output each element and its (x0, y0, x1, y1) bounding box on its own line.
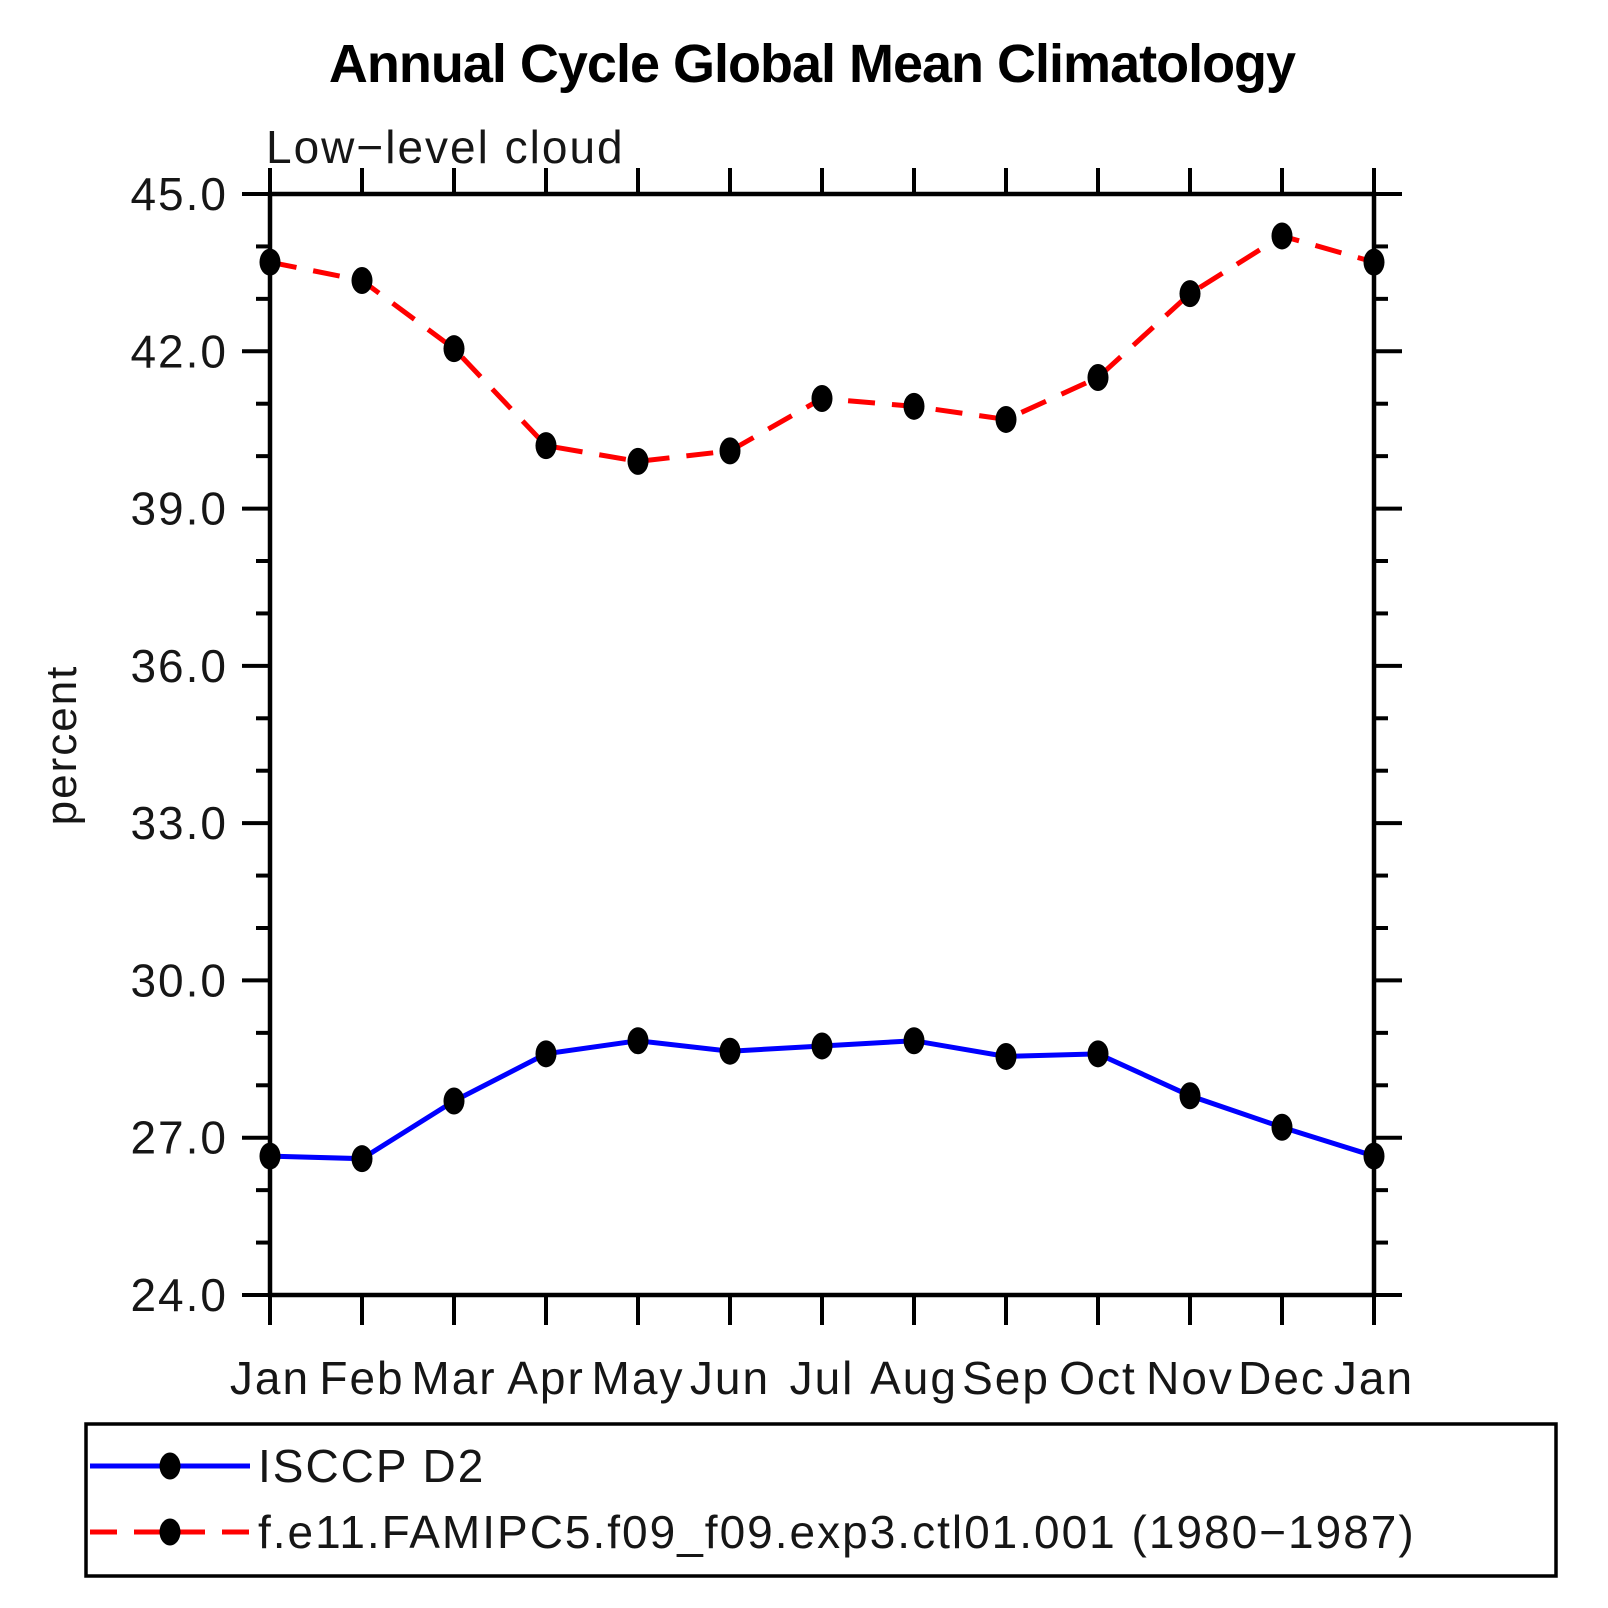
data-point-marker (1363, 1142, 1385, 1170)
data-point-marker (627, 1027, 649, 1055)
data-point-marker (259, 248, 281, 276)
x-tick-label: Jan (230, 1352, 310, 1404)
series-line-model (269, 233, 1375, 464)
y-tick-label: 39.0 (130, 483, 228, 535)
chart-title: Annual Cycle Global Mean Climatology (329, 34, 1296, 94)
legend-label: ISCCP D2 (258, 1440, 485, 1492)
y-tick-label: 30.0 (130, 954, 228, 1006)
data-point-marker (443, 335, 465, 363)
x-tick-label: Jun (690, 1352, 770, 1404)
data-point-marker (535, 1040, 557, 1068)
y-axis-label: percent (37, 665, 86, 826)
data-point-marker (1271, 1113, 1293, 1141)
data-point-marker (443, 1087, 465, 1115)
x-tick-label: Aug (870, 1352, 958, 1404)
x-tick-label: Oct (1059, 1352, 1137, 1404)
data-point-marker (719, 437, 741, 465)
data-point-marker (627, 447, 649, 475)
data-point-marker (903, 392, 925, 420)
data-point-marker (351, 1145, 373, 1173)
data-point-marker (811, 1032, 833, 1060)
data-point-marker (535, 432, 557, 460)
x-tick-label: Sep (962, 1352, 1050, 1404)
data-point-marker (719, 1037, 741, 1065)
data-point-marker (351, 267, 373, 295)
data-point-marker (995, 405, 1017, 433)
y-tick-label: 45.0 (130, 168, 228, 220)
data-point-marker (1087, 1040, 1109, 1068)
data-point-marker (1271, 222, 1293, 250)
data-point-marker (995, 1042, 1017, 1070)
data-point-marker (903, 1027, 925, 1055)
y-tick-label: 27.0 (130, 1112, 228, 1164)
legend: ISCCP D2 f.e11.FAMIPC5.f09_f09.exp3.ctl01… (84, 1422, 1558, 1578)
data-point-marker (1087, 364, 1109, 391)
chart-subtitle: Low−level cloud (266, 121, 625, 173)
x-tick-label: Jul (790, 1352, 855, 1404)
plot-border (267, 191, 1377, 1298)
y-tick-label: 36.0 (130, 640, 228, 692)
data-point-marker (1179, 280, 1201, 308)
legend-marker (159, 1518, 181, 1546)
data-point-marker (1179, 1082, 1201, 1110)
data-point-marker (811, 384, 833, 412)
data-point-marker (259, 1142, 281, 1170)
x-tick-label: Nov (1146, 1352, 1234, 1404)
x-tick-label: Mar (411, 1352, 496, 1404)
y-tick-label: 42.0 (130, 325, 228, 377)
x-tick-label: May (592, 1352, 685, 1404)
x-tick-label: Feb (319, 1352, 404, 1404)
y-tick-label: 33.0 (130, 797, 228, 849)
x-tick-label: Apr (507, 1352, 585, 1404)
x-tick-label: Jan (1334, 1352, 1414, 1404)
series (259, 222, 1385, 1173)
data-point-marker (1363, 248, 1385, 276)
y-tick-label: 24.0 (130, 1269, 228, 1321)
legend-marker (159, 1452, 181, 1480)
x-tick-label: Dec (1238, 1352, 1326, 1404)
legend-label: f.e11.FAMIPC5.f09_f09.exp3.ctl01.001 (19… (258, 1506, 1416, 1558)
legend-box (84, 1422, 1558, 1578)
